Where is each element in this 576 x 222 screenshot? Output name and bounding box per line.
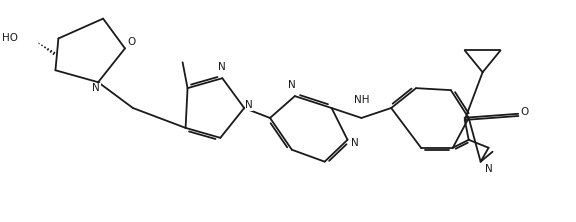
Text: O: O — [520, 107, 529, 117]
Text: N: N — [92, 83, 100, 93]
Text: N: N — [351, 138, 359, 148]
Text: O: O — [127, 38, 135, 48]
Text: N: N — [484, 164, 492, 174]
Text: HO: HO — [2, 34, 18, 44]
Text: N: N — [288, 80, 295, 90]
Text: NH: NH — [354, 95, 369, 105]
Text: N: N — [218, 62, 226, 72]
Text: N: N — [245, 100, 253, 110]
